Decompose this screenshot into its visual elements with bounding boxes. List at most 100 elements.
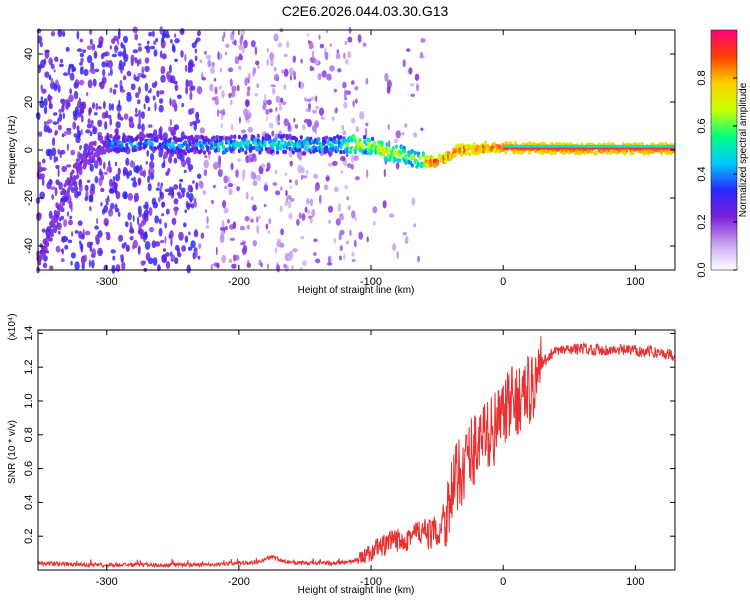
- heatmap-ridge-cell: [142, 134, 146, 139]
- heatmap-ridge-cell: [76, 174, 80, 179]
- heatmap-cell: [156, 90, 160, 98]
- heatmap-cell: [278, 101, 282, 107]
- heatmap-cell: [109, 187, 115, 194]
- heatmap-cell: [145, 205, 149, 210]
- heatmap-cell: [250, 196, 254, 201]
- heatmap-cell: [141, 66, 144, 76]
- heatmap-ridge-cell: [168, 139, 172, 144]
- heatmap-cell: [137, 216, 140, 226]
- heatmap-cell: [237, 158, 242, 162]
- heatmap-cell: [119, 85, 124, 91]
- heatmap-cell: [89, 188, 95, 196]
- heatmap-cell: [294, 124, 299, 129]
- heatmap-cell: [362, 42, 367, 47]
- heatmap-cell: [329, 43, 332, 47]
- heatmap-ridge-cell: [202, 150, 207, 155]
- heatmap-cell: [204, 154, 208, 159]
- heatmap-cell: [342, 130, 347, 136]
- heatmap-cell: [263, 203, 267, 208]
- heatmap-cell: [222, 200, 227, 209]
- heatmap-ridge-cell: [266, 149, 270, 154]
- heatmap-cell: [202, 190, 207, 196]
- heatmap-cell: [309, 198, 314, 206]
- heatmap-cell: [304, 206, 308, 213]
- heatmap-cell: [165, 208, 170, 215]
- heatmap-cell: [108, 160, 111, 168]
- heatmap-cell: [252, 180, 258, 186]
- heatmap-ridge-cell: [659, 148, 663, 154]
- heatmap-cell: [263, 99, 268, 106]
- heatmap-cell: [266, 99, 272, 106]
- heatmap-ridge-cell: [358, 138, 362, 143]
- heatmap-cell: [294, 179, 298, 186]
- heatmap-cell: [333, 186, 339, 193]
- heatmap-cell: [279, 186, 283, 192]
- heatmap-cell: [313, 252, 317, 256]
- heatmap-cell: [286, 40, 290, 49]
- heatmap-ridge-cell: [125, 142, 129, 148]
- heatmap-cell: [159, 50, 163, 59]
- heatmap-cell: [171, 99, 177, 108]
- heatmap-cell: [261, 163, 265, 169]
- heatmap-cell: [315, 105, 320, 110]
- heatmap-cell: [235, 169, 239, 178]
- heatmap-cell: [372, 206, 378, 214]
- heatmap-cell: [410, 93, 416, 98]
- heatmap-cell: [365, 122, 369, 127]
- heatmap-cell: [87, 118, 91, 124]
- heatmap-ridge-cell: [133, 145, 137, 150]
- heatmap-ridge-cell: [241, 147, 245, 152]
- heatmap-cell: [158, 227, 163, 237]
- heatmap-cell: [190, 107, 195, 114]
- heatmap-ridge-cell: [293, 143, 297, 148]
- heatmap-cell: [236, 186, 240, 192]
- heatmap-ridge-cell: [69, 182, 73, 188]
- heatmap-cell: [365, 77, 369, 85]
- heatmap-cell: [55, 245, 61, 253]
- heatmap-ridge-cell: [263, 139, 267, 145]
- heatmap-cell: [76, 48, 83, 53]
- heatmap-cell: [69, 215, 73, 220]
- heatmap-ridge-cell: [306, 141, 310, 146]
- heatmap-cell: [165, 260, 171, 270]
- heatmap-cell: [80, 128, 83, 136]
- heatmap-cell: [351, 154, 354, 164]
- heatmap-cell: [125, 244, 130, 252]
- heatmap-cell: [65, 103, 70, 110]
- heatmap-cell: [108, 103, 112, 111]
- heatmap-ridge-cell: [117, 135, 121, 140]
- heatmap-cell: [134, 57, 138, 64]
- heatmap-cell: [109, 45, 112, 50]
- heatmap-cell: [192, 180, 195, 184]
- heatmap-cell: [90, 120, 94, 125]
- heatmap-ridge-cell: [285, 145, 289, 150]
- heatmap-cell: [184, 64, 188, 72]
- heatmap-cell: [90, 62, 95, 70]
- heatmap-ridge-cell: [229, 134, 234, 140]
- x-tick-label: 0: [500, 576, 506, 588]
- heatmap-cell: [240, 29, 246, 36]
- heatmap-cell: [194, 40, 198, 45]
- heatmap-ridge-cell: [156, 134, 161, 139]
- heatmap-cell: [70, 260, 73, 266]
- heatmap-cell: [232, 221, 237, 229]
- heatmap-cell: [161, 53, 167, 60]
- heatmap-cell: [57, 117, 60, 125]
- heatmap-cell: [333, 88, 337, 93]
- heatmap-x-axis-label: Height of straight line (km): [298, 285, 415, 296]
- heatmap-cell: [311, 50, 315, 59]
- heatmap-ridge-cell: [271, 148, 275, 154]
- heatmap-cell: [183, 169, 187, 174]
- heatmap-cell: [328, 219, 331, 224]
- heatmap-cell: [318, 34, 321, 40]
- heatmap-cell: [289, 160, 293, 167]
- heatmap-cell: [139, 164, 142, 170]
- heatmap-cell: [115, 173, 121, 182]
- heatmap-cell: [256, 83, 260, 89]
- heatmap-cell: [103, 218, 109, 226]
- heatmap-cell: [252, 240, 258, 247]
- heatmap-cell: [325, 176, 330, 182]
- heatmap-ridge-cell: [39, 249, 43, 255]
- heatmap-cell: [78, 145, 82, 151]
- heatmap-ridge-cell: [320, 148, 324, 153]
